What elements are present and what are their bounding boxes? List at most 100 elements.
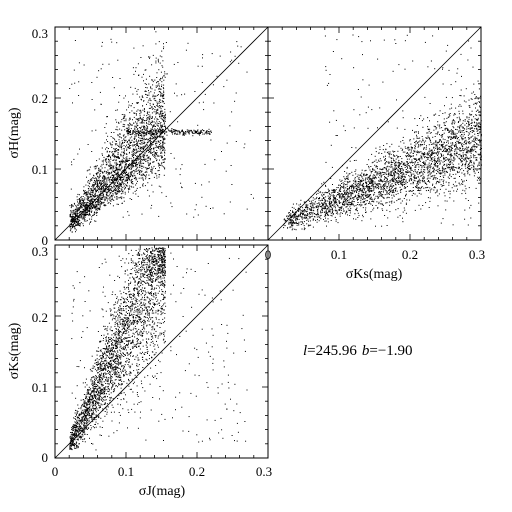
data-point	[145, 83, 147, 85]
data-point	[104, 205, 106, 207]
data-point	[88, 186, 90, 188]
data-point	[72, 226, 73, 228]
data-point	[72, 102, 73, 104]
data-point	[145, 134, 147, 136]
data-point	[117, 157, 119, 159]
data-point	[453, 133, 454, 135]
data-point	[162, 126, 164, 127]
data-point	[330, 201, 332, 203]
data-point	[94, 183, 96, 185]
data-point	[79, 220, 81, 222]
data-point	[306, 206, 308, 208]
data-point	[127, 188, 129, 189]
data-point	[164, 118, 166, 120]
data-point	[105, 132, 107, 134]
data-point	[71, 164, 73, 166]
panel-top-left-ylabel: σH(mag)	[7, 107, 22, 158]
data-point	[437, 121, 439, 123]
data-point	[383, 189, 385, 191]
panel-top-left-ytick-0: 0	[42, 233, 49, 248]
data-point	[130, 179, 132, 181]
data-point	[126, 185, 128, 187]
data-point	[370, 188, 372, 190]
data-point	[299, 209, 301, 210]
data-point	[437, 171, 439, 173]
data-point	[308, 215, 310, 217]
data-point	[478, 101, 480, 102]
data-point	[89, 173, 91, 175]
data-point	[391, 164, 393, 166]
data-point	[458, 182, 460, 184]
data-point	[82, 215, 84, 217]
data-point	[338, 200, 340, 202]
data-point	[82, 223, 84, 225]
data-point	[477, 164, 479, 166]
data-point	[105, 171, 107, 172]
data-point	[452, 167, 454, 169]
data-point	[360, 174, 362, 176]
data-point	[111, 199, 113, 201]
data-point	[125, 183, 127, 185]
data-point	[126, 141, 128, 142]
data-point	[92, 195, 94, 197]
data-point	[119, 197, 121, 199]
data-point	[451, 131, 453, 133]
data-point	[163, 121, 165, 123]
panel-top-left-identity-line	[54, 26, 269, 241]
data-point	[124, 187, 126, 189]
data-point	[149, 141, 151, 143]
data-point	[163, 93, 165, 95]
data-point	[442, 168, 444, 170]
data-point	[441, 155, 443, 157]
data-point	[82, 196, 84, 197]
data-point	[454, 132, 456, 134]
data-point	[133, 155, 134, 157]
data-point	[151, 64, 153, 66]
data-point	[98, 168, 99, 170]
data-point	[139, 113, 141, 115]
data-point	[412, 165, 414, 166]
data-point	[151, 172, 153, 174]
data-point	[456, 170, 458, 172]
data-point	[461, 139, 463, 141]
data-point	[89, 223, 90, 225]
data-point	[164, 113, 166, 115]
data-point	[328, 197, 330, 199]
data-point	[358, 178, 360, 180]
data-point	[150, 169, 152, 171]
data-point	[417, 162, 419, 163]
data-point	[75, 214, 76, 216]
data-point	[124, 124, 126, 126]
data-point	[137, 159, 139, 161]
data-point	[119, 133, 121, 135]
data-point	[340, 206, 342, 208]
data-point	[118, 164, 120, 166]
data-point	[114, 150, 116, 152]
data-point	[379, 186, 381, 188]
data-point	[406, 166, 408, 168]
data-point	[475, 124, 477, 126]
data-point	[74, 217, 76, 219]
data-point	[359, 174, 361, 176]
data-point	[126, 161, 128, 163]
data-point	[462, 163, 464, 165]
data-point	[174, 92, 175, 94]
data-point	[118, 166, 120, 168]
data-point	[368, 202, 370, 204]
data-point	[137, 120, 139, 122]
data-point	[84, 219, 86, 221]
data-point	[449, 161, 451, 163]
data-point	[461, 126, 463, 128]
data-point	[358, 187, 360, 189]
data-point	[71, 205, 73, 207]
data-point	[107, 195, 109, 197]
data-point	[459, 125, 461, 127]
data-point	[142, 155, 144, 157]
data-point	[77, 223, 79, 225]
data-point	[374, 197, 376, 199]
data-point	[113, 185, 115, 187]
data-point	[354, 181, 356, 183]
data-point	[226, 79, 228, 81]
data-point	[88, 202, 90, 204]
data-point	[246, 71, 248, 73]
